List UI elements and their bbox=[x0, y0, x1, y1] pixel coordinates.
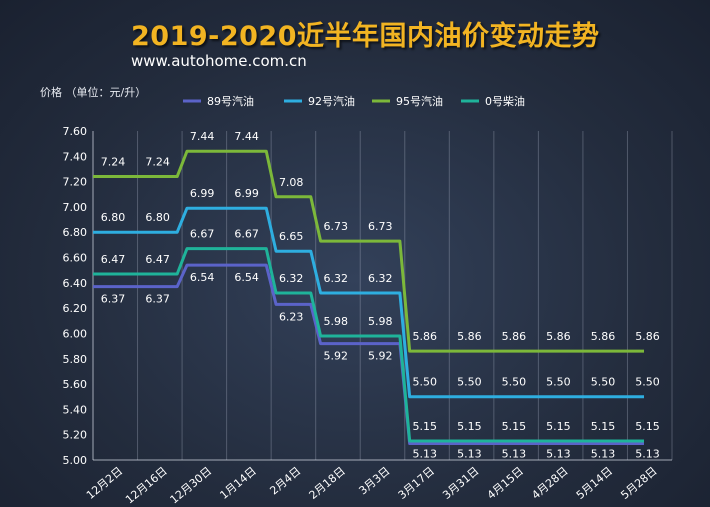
data-label: 6.67 bbox=[190, 228, 215, 241]
data-label: 5.13 bbox=[457, 448, 482, 461]
data-label: 7.24 bbox=[145, 156, 170, 169]
data-label: 5.15 bbox=[546, 420, 571, 433]
data-label: 5.92 bbox=[368, 350, 393, 363]
data-label: 5.92 bbox=[323, 350, 348, 363]
x-tick-label: 4月28日 bbox=[529, 464, 570, 502]
y-tick-label: 7.20 bbox=[63, 176, 88, 189]
y-tick-label: 5.60 bbox=[63, 378, 88, 391]
legend-label: 89号汽油 bbox=[207, 94, 254, 108]
data-label: 5.15 bbox=[591, 420, 616, 433]
data-label: 5.15 bbox=[635, 420, 660, 433]
data-label: 5.50 bbox=[546, 376, 571, 389]
data-label: 5.13 bbox=[591, 448, 616, 461]
x-tick-label: 1月14日 bbox=[218, 464, 259, 502]
data-label: 6.32 bbox=[368, 272, 393, 285]
data-label: 5.13 bbox=[413, 448, 438, 461]
x-tick-label: 12月2日 bbox=[84, 464, 125, 502]
data-label: 6.47 bbox=[145, 253, 170, 266]
y-tick-label: 6.20 bbox=[63, 302, 88, 315]
legend-label: 95号汽油 bbox=[396, 94, 443, 108]
series-line bbox=[93, 149, 644, 353]
data-label: 5.15 bbox=[413, 420, 438, 433]
legend-label: 92号汽油 bbox=[308, 94, 355, 108]
y-tick-label: 5.80 bbox=[63, 353, 88, 366]
data-label: 6.80 bbox=[145, 211, 170, 224]
data-label: 7.24 bbox=[101, 156, 126, 169]
legend-label: 0号柴油 bbox=[485, 94, 525, 108]
data-label: 5.50 bbox=[635, 376, 660, 389]
x-tick-label: 5月14日 bbox=[574, 464, 615, 502]
y-tick-label: 6.60 bbox=[63, 252, 88, 265]
data-label: 5.50 bbox=[502, 376, 527, 389]
y-tick-label: 5.40 bbox=[63, 403, 88, 416]
data-label: 6.73 bbox=[323, 220, 348, 233]
data-label: 5.15 bbox=[457, 420, 482, 433]
x-tick-label: 3月31日 bbox=[440, 464, 481, 502]
y-tick-label: 5.20 bbox=[63, 429, 88, 442]
series-line bbox=[93, 247, 644, 443]
data-label: 6.80 bbox=[101, 211, 126, 224]
y-tick-label: 6.40 bbox=[63, 277, 88, 290]
data-label: 6.54 bbox=[190, 271, 215, 284]
x-tick-label: 3月3日 bbox=[356, 464, 392, 497]
data-label: 5.86 bbox=[591, 330, 616, 343]
series-line bbox=[93, 206, 644, 399]
y-tick-label: 7.40 bbox=[63, 150, 88, 163]
chart-subtitle: www.autohome.com.cn bbox=[131, 52, 307, 70]
data-label: 5.86 bbox=[457, 330, 482, 343]
data-label: 5.13 bbox=[635, 448, 660, 461]
data-label: 6.47 bbox=[101, 253, 126, 266]
data-label: 5.86 bbox=[502, 330, 527, 343]
data-label: 5.15 bbox=[502, 420, 527, 433]
data-label: 5.13 bbox=[546, 448, 571, 461]
data-label: 5.13 bbox=[502, 448, 527, 461]
data-label: 5.86 bbox=[413, 330, 438, 343]
data-label: 5.50 bbox=[457, 376, 482, 389]
data-label: 6.32 bbox=[279, 272, 304, 285]
data-label: 5.98 bbox=[323, 315, 348, 328]
x-tick-label: 5月28日 bbox=[618, 464, 659, 502]
data-label: 6.65 bbox=[279, 230, 304, 243]
data-label: 7.08 bbox=[279, 176, 304, 189]
data-label: 6.23 bbox=[279, 310, 304, 323]
x-tick-label: 2月4日 bbox=[267, 464, 303, 497]
data-label: 6.99 bbox=[190, 187, 215, 200]
y-tick-label: 7.60 bbox=[63, 125, 88, 138]
y-tick-label: 7.00 bbox=[63, 201, 88, 214]
data-label: 6.99 bbox=[234, 187, 259, 200]
y-tick-label: 5.00 bbox=[63, 454, 88, 467]
x-tick-label: 12月30日 bbox=[168, 464, 215, 506]
y-tick-label: 6.80 bbox=[63, 226, 88, 239]
x-tick-label: 2月18日 bbox=[307, 464, 348, 502]
data-label: 5.86 bbox=[546, 330, 571, 343]
data-label: 5.86 bbox=[635, 330, 660, 343]
series-line bbox=[93, 263, 644, 446]
data-label: 6.54 bbox=[234, 271, 259, 284]
data-label: 6.67 bbox=[234, 228, 259, 241]
data-label: 6.37 bbox=[101, 293, 126, 306]
data-label: 6.32 bbox=[323, 272, 348, 285]
data-label: 5.50 bbox=[591, 376, 616, 389]
data-label: 6.37 bbox=[145, 293, 170, 306]
data-label: 7.44 bbox=[234, 130, 259, 143]
y-axis-label: 价格 （单位：元/升） bbox=[40, 86, 147, 99]
chart-title: 2019-2020近半年国内油价变动走势 bbox=[131, 21, 600, 52]
x-tick-label: 3月17日 bbox=[396, 464, 437, 502]
x-tick-label: 4月15日 bbox=[485, 464, 526, 502]
data-label: 7.44 bbox=[190, 130, 215, 143]
data-label: 5.50 bbox=[413, 376, 438, 389]
y-tick-label: 6.00 bbox=[63, 327, 88, 340]
data-label: 5.98 bbox=[368, 315, 393, 328]
data-label: 6.73 bbox=[368, 220, 393, 233]
x-tick-label: 12月16日 bbox=[123, 464, 170, 506]
